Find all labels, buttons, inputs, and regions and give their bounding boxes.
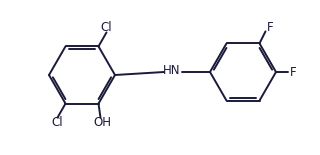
Text: OH: OH [93, 116, 111, 129]
Text: Cl: Cl [101, 21, 112, 34]
Text: HN: HN [163, 64, 181, 78]
Text: Cl: Cl [52, 116, 63, 129]
Text: F: F [267, 21, 274, 34]
Text: F: F [290, 66, 296, 78]
